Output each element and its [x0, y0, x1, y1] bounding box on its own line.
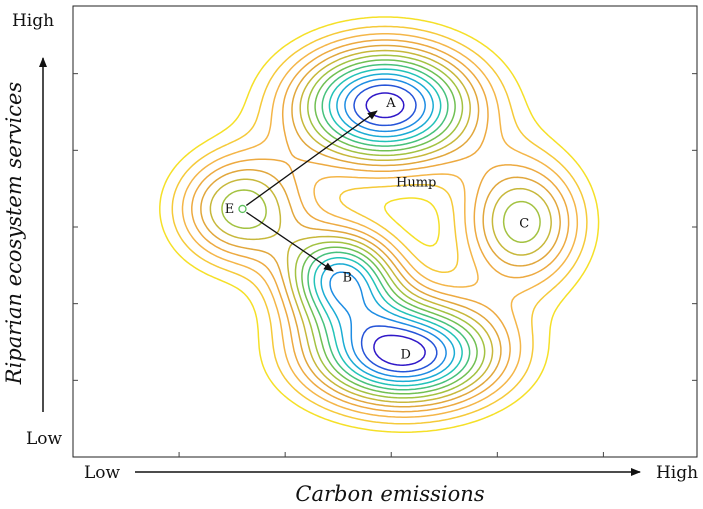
contour-level [313, 68, 463, 387]
contour-level [171, 25, 588, 425]
contour-level [221, 54, 541, 399]
peak-label-e: E [225, 202, 235, 217]
peak-markers: A B C D E Hump [225, 96, 530, 362]
contour-level [365, 92, 426, 366]
y-axis-high-label: High [12, 11, 54, 31]
x-axis-low-label: Low [84, 463, 121, 483]
contour-lines [159, 16, 600, 433]
contour-level [307, 63, 471, 391]
y-axis-low-label: Low [26, 429, 63, 449]
arrow-annotations [245, 110, 378, 272]
plot-frame [72, 5, 698, 458]
peak-label-d: D [401, 347, 411, 362]
x-axis-high-label: High [656, 463, 698, 483]
peak-label-c: C [519, 216, 529, 231]
contour-level [329, 78, 447, 378]
x-axis-label: Carbon emissions [295, 482, 484, 506]
peak-label-a: A [385, 96, 396, 111]
contour-level [301, 59, 478, 395]
contour-level [159, 16, 600, 433]
y-axis-label: Riparian ecosystem services [2, 82, 26, 386]
contour-level [209, 49, 552, 403]
annotation-hump: Hump [396, 175, 436, 190]
contour-level [191, 39, 570, 413]
contour-level [181, 33, 579, 418]
peak-label-b: B [343, 271, 353, 286]
axis-ticks [73, 73, 697, 457]
contour-level [353, 84, 438, 373]
contour-level [320, 73, 456, 383]
arrow-e-to-a [245, 110, 378, 206]
arrow-e-to-b [246, 211, 334, 272]
contour-level [200, 44, 561, 408]
peak-marker-e [238, 204, 247, 214]
